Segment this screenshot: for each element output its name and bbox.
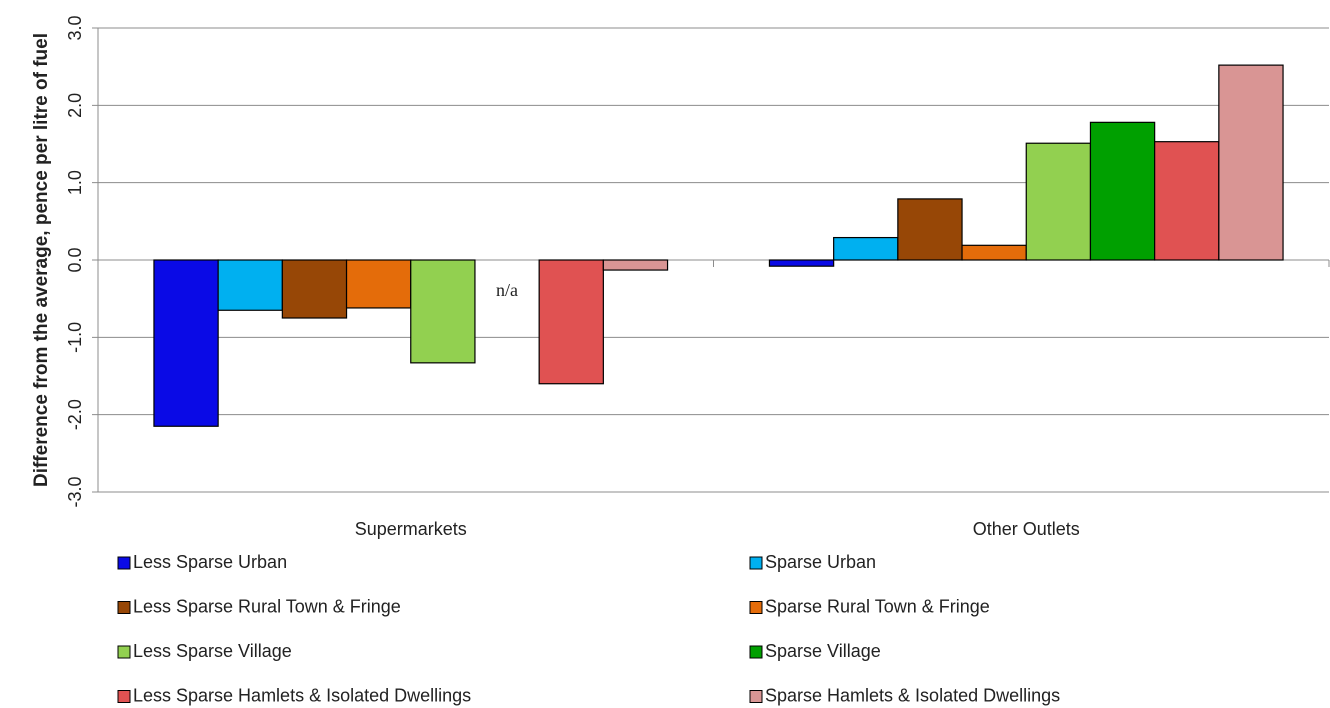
y-tick-label: 3.0 [65, 15, 85, 40]
annotation: n/a [496, 280, 518, 300]
bar [602, 259, 669, 271]
y-tick-label: -2.0 [65, 399, 85, 430]
legend-label: Less Sparse Hamlets & Isolated Dwellings [133, 685, 471, 705]
bar [1089, 121, 1156, 261]
bar [410, 259, 476, 364]
legend-swatch [749, 556, 763, 570]
bar [961, 244, 1027, 261]
bar [1154, 141, 1220, 261]
legend-swatch [117, 690, 131, 703]
y-tick-label: 1.0 [65, 170, 85, 195]
legend-label: Less Sparse Village [133, 641, 292, 661]
bar [897, 198, 963, 261]
y-tick-label: -3.0 [65, 476, 85, 507]
y-tick-label: -1.0 [65, 322, 85, 353]
bar [281, 259, 348, 319]
legend-label: Sparse Village [765, 641, 881, 661]
x-tick-label: Other Outlets [973, 519, 1080, 539]
legend-label: Sparse Rural Town & Fringe [765, 596, 990, 616]
legend-swatch [117, 556, 131, 570]
legend-label: Sparse Hamlets & Isolated Dwellings [765, 685, 1060, 705]
x-tick-label: Supermarkets [355, 519, 467, 539]
y-axis-label: Difference from the average, pence per l… [31, 33, 52, 487]
legend-swatch [749, 601, 763, 614]
legend-swatch [117, 601, 131, 614]
bar [1025, 142, 1092, 261]
legend-swatch [117, 645, 131, 659]
bar [833, 236, 899, 261]
bar [345, 259, 412, 309]
y-tick-label: 0.0 [65, 247, 85, 272]
legend-swatch [749, 690, 763, 703]
bar [217, 259, 283, 311]
legend-label: Less Sparse Urban [133, 552, 287, 572]
bar [153, 259, 219, 427]
legend-label: Sparse Urban [765, 552, 876, 572]
bar [768, 259, 835, 267]
legend-swatch [749, 645, 763, 659]
bar [538, 259, 604, 385]
y-tick-label: 2.0 [65, 93, 85, 118]
bar [1218, 64, 1284, 261]
legend-label: Less Sparse Rural Town & Fringe [133, 596, 401, 616]
